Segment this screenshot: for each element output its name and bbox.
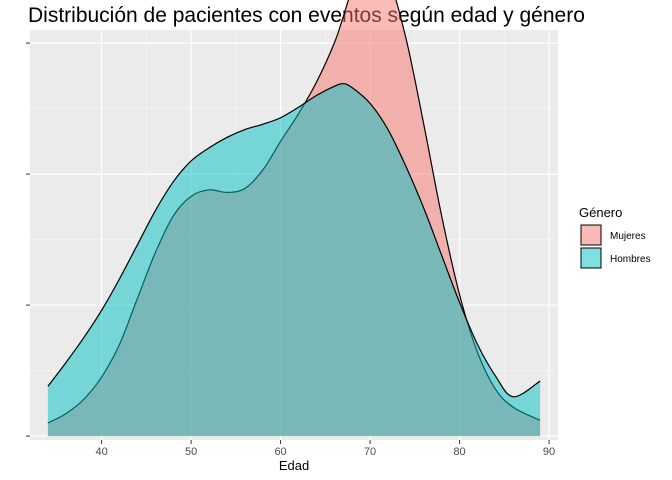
chart-title: Distribución de pacientes con eventos se… — [28, 4, 585, 27]
legend-key-mujeres — [580, 224, 602, 246]
x-tick-label: 50 — [185, 446, 197, 458]
x-tick-label: 60 — [274, 446, 286, 458]
density-areas — [47, 0, 541, 437]
density-line-hombres — [47, 83, 541, 398]
density-area-hombres — [47, 83, 541, 437]
legend-title: Género — [579, 205, 622, 220]
x-tick-label: 80 — [453, 446, 465, 458]
x-tick-label: 40 — [95, 446, 107, 458]
legend-label-mujeres: Mujeres — [610, 231, 646, 242]
x-axis-title: Edad — [279, 458, 309, 473]
legend-key-hombres — [580, 247, 602, 269]
legend: Género Mujeres Hombres — [579, 205, 651, 269]
legend-label-hombres: Hombres — [610, 254, 651, 265]
x-tick-label: 90 — [543, 446, 555, 458]
x-tick-label: 70 — [364, 446, 376, 458]
axes: 40 50 60 70 80 90 — [26, 42, 555, 458]
